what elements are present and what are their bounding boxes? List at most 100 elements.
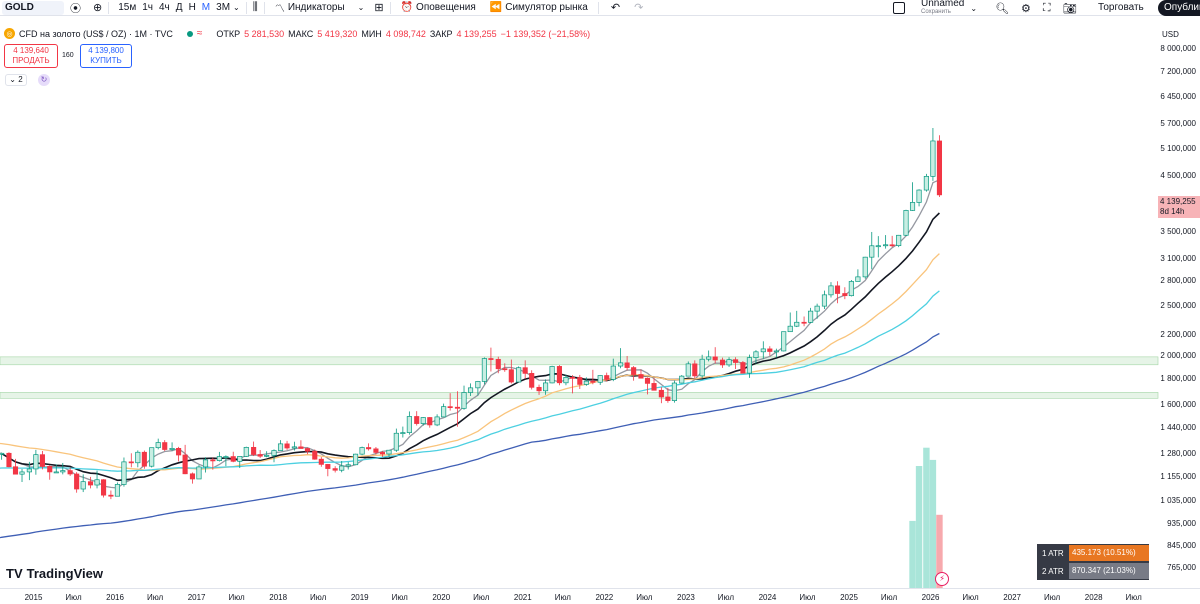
time-axis-label: 2024 xyxy=(758,593,777,602)
search-icon[interactable]: 🔍︎ xyxy=(995,2,1010,15)
candle-up xyxy=(549,366,555,384)
price-axis-label: 1 800,000 xyxy=(1160,374,1196,384)
moving-average-line xyxy=(0,332,940,539)
last-price-value: 4 139,255 xyxy=(1160,197,1196,206)
candle-up xyxy=(869,245,875,258)
price-axis-label: 7 200,000 xyxy=(1160,67,1196,77)
lightning-icon[interactable]: ⚡︎ xyxy=(935,572,949,586)
time-axis-label: 2028 xyxy=(1084,593,1103,602)
candle-up xyxy=(237,456,243,462)
candle-up xyxy=(773,350,779,353)
timeframe-15m[interactable]: 15м xyxy=(118,1,137,13)
indicators-collapse-button[interactable]: ⌄ 2 xyxy=(5,74,27,86)
fullscreen-icon[interactable]: ⛶ xyxy=(1042,1,1051,14)
time-axis-label: 2025 xyxy=(840,593,858,602)
candle-up xyxy=(406,416,412,433)
candle-up xyxy=(196,466,202,480)
timeframe-month[interactable]: М xyxy=(201,1,211,13)
buy-price: 4 139,800 xyxy=(88,46,124,55)
candle-up xyxy=(80,481,86,490)
currency-selector[interactable]: USD xyxy=(1162,30,1179,39)
divider xyxy=(597,1,599,14)
candle-up xyxy=(434,416,440,426)
time-axis-label: 2016 xyxy=(106,593,124,602)
templates-icon[interactable]: ⊞ xyxy=(374,2,384,14)
candle-up xyxy=(699,358,705,377)
price-axis-label: 1 155,000 xyxy=(1160,472,1196,482)
compare-icon[interactable]: ⦿ xyxy=(70,2,81,15)
market-open-icon xyxy=(186,30,193,37)
trade-button[interactable]: Торговать xyxy=(1098,2,1144,13)
publish-button[interactable]: Опублик xyxy=(1158,0,1200,16)
replay-button[interactable]: ⏪ Симулятор рынка xyxy=(486,0,592,16)
redo-icon[interactable]: ↷ xyxy=(634,2,644,14)
chevron-down-icon: ⌄ xyxy=(357,3,365,12)
candle-down xyxy=(631,367,637,375)
time-axis-label: 2019 xyxy=(350,593,369,602)
candle-up xyxy=(746,357,752,374)
symbol-title[interactable]: CFD на золото (US$ / OZ) · 1M · TVC xyxy=(19,28,173,39)
chevron-down-icon[interactable]: ⌄ xyxy=(970,3,978,13)
candle-down xyxy=(182,454,188,475)
candle-down xyxy=(312,450,318,460)
symbol-search[interactable]: GOLD xyxy=(2,0,64,15)
candle-up xyxy=(53,471,59,474)
time-axis-label: 2027 xyxy=(1003,593,1021,602)
timeframe-4h[interactable]: 4ч xyxy=(159,1,170,13)
timeframe-week[interactable]: Н xyxy=(188,1,196,13)
candle-up xyxy=(875,245,881,248)
candle-down xyxy=(230,456,236,462)
timeframe-1h[interactable]: 1ч xyxy=(142,1,153,13)
candle-down xyxy=(74,473,80,490)
candle-down xyxy=(379,452,386,455)
close-value: 4 139,255 xyxy=(456,28,497,39)
candle-up xyxy=(393,432,399,451)
sell-button[interactable]: 4 139,640 ПРОДАТЬ xyxy=(4,44,58,68)
undo-icon[interactable]: ↶ xyxy=(610,2,621,14)
high-label: МАКС xyxy=(288,28,314,39)
chevron-down-icon[interactable]: ⌄ xyxy=(233,3,240,12)
sync-icon[interactable]: ↻ xyxy=(38,74,50,86)
candle-up xyxy=(903,210,909,236)
buy-button[interactable]: 4 139,800 КУПИТЬ xyxy=(80,44,132,68)
atr-row-2: 2 ATR 870.347 (21.03%) xyxy=(1037,562,1149,580)
candle-up xyxy=(930,140,936,177)
layout-checkbox[interactable] xyxy=(893,2,905,14)
timeframe-3m[interactable]: 3М xyxy=(216,1,231,13)
time-axis[interactable]: Июл 2015 Июл 2016 Июл 2017 Июл 2018 Июл 2019 Июл 20… xyxy=(0,588,1200,604)
candle-up xyxy=(862,256,868,278)
candle-up xyxy=(135,451,141,464)
alerts-button[interactable]: ⏰ Оповещения xyxy=(397,0,480,16)
candles-icon[interactable]: ⫼ xyxy=(252,1,258,13)
price-axis[interactable]: 8 000,000 7 200,000 6 450,000 5 700,000 5 10… xyxy=(1158,28,1200,588)
moving-average-line xyxy=(0,253,940,472)
time-axis-label: Июл xyxy=(65,593,82,602)
candle-down xyxy=(47,466,53,473)
price-axis-label: 6 450,000 xyxy=(1160,91,1196,101)
time-axis-label: 2020 xyxy=(432,593,451,602)
support-zone xyxy=(0,356,1159,366)
candle-up xyxy=(909,202,916,211)
candle-down xyxy=(522,367,528,374)
candle-down xyxy=(529,373,535,388)
candle-down xyxy=(801,321,807,324)
candle-up xyxy=(679,375,685,384)
layout-name-button[interactable]: Unnamed Сохранить ⌄ 🔍︎ ⚙ ⛶ 📷︎ xyxy=(893,0,1077,16)
indicators-icon: 〽 xyxy=(274,4,285,15)
candle-down xyxy=(318,458,324,465)
alarm-clock-icon: ⏰ xyxy=(400,2,414,13)
candle-up xyxy=(781,331,787,352)
candle-down xyxy=(128,461,134,464)
indicators-button[interactable]: 〽 Индикаторы ⌄ xyxy=(271,0,369,16)
timeframe-day[interactable]: Д xyxy=(175,1,183,13)
candle-up xyxy=(60,470,66,473)
tradingview-logo[interactable]: TV TradingView xyxy=(6,566,103,581)
price-axis-label: 4 500,000 xyxy=(1160,171,1196,181)
candle-down xyxy=(712,356,718,361)
candle-down xyxy=(427,417,433,426)
candle-down xyxy=(414,416,420,424)
add-symbol-icon[interactable]: ⊕ xyxy=(93,2,103,14)
camera-icon[interactable]: 📷︎ xyxy=(1062,2,1077,15)
settings-icon[interactable]: ⚙ xyxy=(1021,2,1031,15)
